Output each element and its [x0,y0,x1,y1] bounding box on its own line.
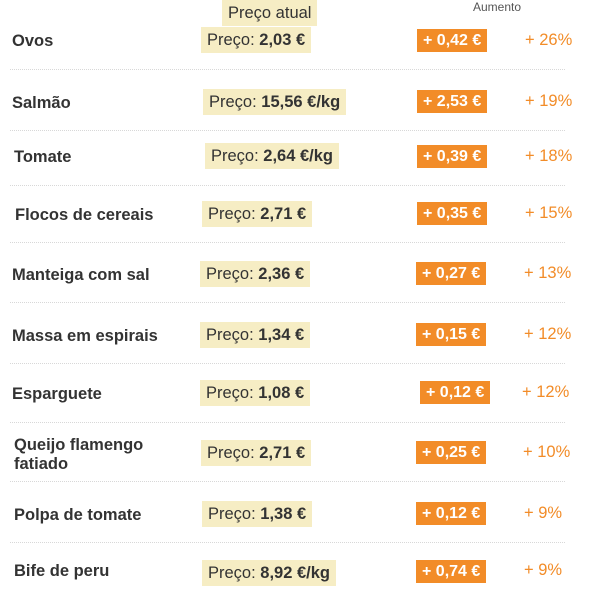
price-prefix: Preço: [208,205,256,223]
product-name: Salmão [12,94,71,112]
product-row: Salmão Preço: 15,56 €/kg + 2,53 € + 19% [10,73,572,131]
increase-badge: + 0,12 € [416,502,487,525]
row-divider [10,481,565,482]
increase-percent: + 18% [525,147,573,165]
current-price: Preço: 1,34 € [200,322,311,348]
row-divider [10,185,565,186]
price-value: 1,08 € [258,384,305,402]
product-row: Esparguete Preço: 1,08 € + 0,12 € + 12% [10,365,569,423]
row-divider [10,363,565,364]
product-row: Tomate Preço: 2,64 €/kg + 0,39 € + 18% [10,128,572,186]
increase-percent: + 15% [525,204,573,222]
price-value: 8,92 €/kg [260,564,330,582]
price-prefix: Preço: [207,31,255,49]
row-divider [10,302,565,303]
product-row: Flocos de cereais Preço: 2,71 € + 0,35 € + … [10,185,572,243]
price-prefix: Preço: [208,564,256,582]
product-row: Massa em espirais Preço: 1,34 € + 0,15 € + … [10,306,571,364]
product-row: Queijo flamengo fatiado Preço: 2,71 € + 0,… [10,424,570,482]
increase-badge: + 0,39 € [417,145,488,168]
increase-badge: + 0,12 € [420,381,491,404]
increase-percent: + 10% [523,443,571,461]
row-divider [10,422,565,423]
increase-percent: + 9% [524,504,563,522]
increase-badge: + 2,53 € [417,90,488,113]
increase-badge: + 0,15 € [416,323,487,346]
price-value: 1,34 € [258,326,305,344]
row-divider [10,130,565,131]
price-prefix: Preço: [208,505,256,523]
product-name: Ovos [12,32,54,50]
current-price: Preço: 2,36 € [200,261,311,287]
price-prefix: Preço: [209,93,257,111]
product-name: Flocos de cereais [15,206,154,224]
increase-badge: + 0,42 € [417,29,488,52]
product-name: Esparguete [12,385,102,403]
price-prefix: Preço: [206,326,254,344]
current-price: Preço: 2,71 € [202,201,313,227]
increase-percent: + 13% [524,264,572,282]
increase-percent: + 9% [524,561,563,579]
current-price: Preço: 2,64 €/kg [205,143,339,169]
product-row: Bife de peru Preço: 8,92 €/kg + 0,74 € + 9% [10,542,565,600]
increase-percent: + 26% [525,31,573,49]
price-value: 2,71 € [259,444,306,462]
price-prefix: Preço: [211,147,259,165]
price-value: 2,71 € [260,205,307,223]
current-price: Preço: 1,38 € [202,501,313,527]
increase-badge: + 0,35 € [417,202,488,225]
increase-badge: + 0,27 € [416,262,487,285]
current-price: Preço: 15,56 €/kg [203,89,347,115]
product-row: Ovos Preço: 2,03 € + 0,42 € + 26% [10,12,572,70]
product-name: Manteiga com sal [12,266,150,284]
increase-percent: + 12% [522,383,570,401]
increase-badge: + 0,25 € [416,441,487,464]
increase-badge: + 0,74 € [416,560,487,583]
product-row: Polpa de tomate Preço: 1,38 € + 0,12 € + 9% [10,485,565,543]
current-price: Preço: 2,03 € [201,27,312,53]
row-divider [10,242,565,243]
current-price: Preço: 1,08 € [200,380,311,406]
current-price: Preço: 8,92 €/kg [202,560,336,586]
product-name: Tomate [14,148,72,166]
increase-percent: + 12% [524,325,572,343]
header-increase: Aumento [473,0,522,14]
price-value: 1,38 € [260,505,307,523]
price-value: 2,36 € [258,265,305,283]
product-name: Bife de peru [14,562,110,580]
increase-percent: + 19% [525,92,573,110]
price-prefix: Preço: [206,384,254,402]
header-price: Preço atual [222,0,318,26]
product-name: Massa em espirais [12,327,158,345]
price-prefix: Preço: [206,265,254,283]
price-value: 2,03 € [259,31,306,49]
price-value: 2,64 €/kg [263,147,333,165]
product-name: Polpa de tomate [14,506,142,524]
row-divider [10,69,565,70]
current-price: Preço: 2,71 € [201,440,312,466]
price-prefix: Preço: [207,444,255,462]
price-value: 15,56 €/kg [261,93,341,111]
product-row: Manteiga com sal Preço: 2,36 € + 0,27 € + 1… [10,245,571,303]
row-divider [10,542,565,543]
product-name: Queijo flamengo fatiado [14,436,144,473]
